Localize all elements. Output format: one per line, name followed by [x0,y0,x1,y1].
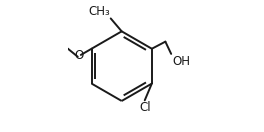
Text: Cl: Cl [140,101,151,114]
Text: OH: OH [172,55,190,68]
Text: CH₃: CH₃ [88,5,110,18]
Text: O: O [75,49,84,62]
